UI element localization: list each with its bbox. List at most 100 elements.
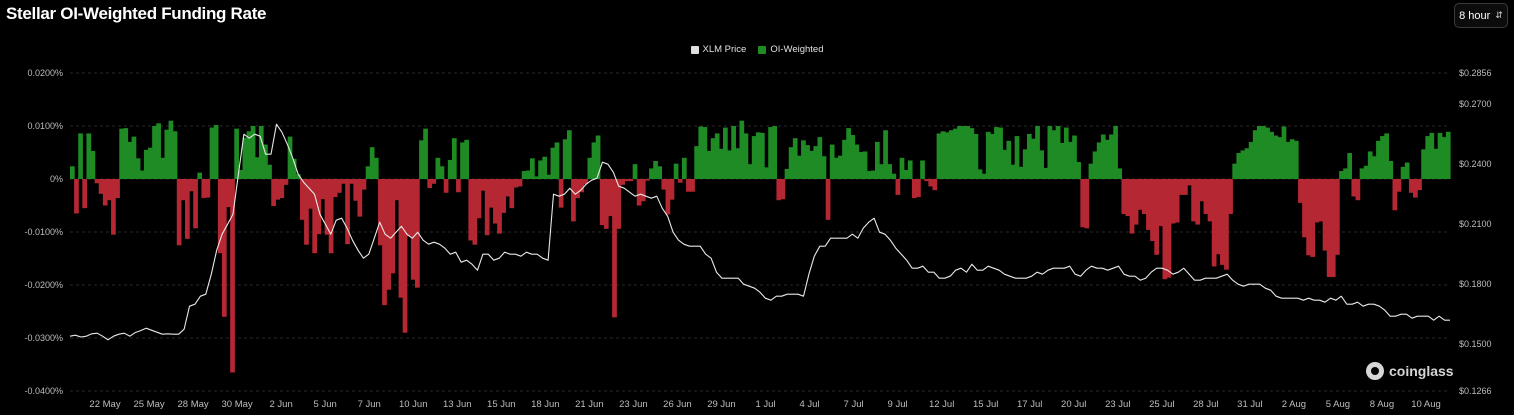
funding-bar-negative [1121, 179, 1127, 214]
funding-bar-positive [164, 129, 170, 179]
funding-bar-negative [378, 179, 383, 246]
x-tick-label: 28 Jul [1193, 399, 1218, 410]
funding-bar-negative [1335, 179, 1340, 255]
funding-bar-negative [1224, 179, 1229, 270]
funding-bar-positive [1109, 134, 1114, 179]
funding-bar-negative [780, 179, 786, 200]
funding-bar-negative [410, 179, 416, 280]
funding-bar-positive [213, 124, 219, 179]
funding-bar-positive [530, 158, 535, 179]
funding-bar-positive [1059, 142, 1065, 179]
funding-bar-negative [497, 179, 502, 234]
funding-bar-negative [1207, 179, 1213, 222]
funding-bar-positive [940, 131, 946, 179]
legend-item-xlm-price[interactable]: XLM Price [690, 44, 746, 55]
funding-bar-negative [185, 179, 190, 239]
funding-bar-positive [801, 140, 806, 179]
funding-bar-negative [1133, 179, 1139, 225]
funding-bar-positive [899, 157, 905, 179]
funding-bar-positive [1445, 131, 1451, 179]
funding-bar-positive [143, 149, 149, 179]
funding-bar-positive [1363, 165, 1369, 179]
funding-bar-positive [706, 150, 712, 179]
funding-bar-negative [690, 179, 695, 192]
funding-bar-positive [542, 156, 548, 179]
funding-bar-positive [718, 148, 724, 179]
funding-bar-negative [1351, 179, 1357, 197]
coinglass-logo-icon [1366, 362, 1384, 380]
funding-bar-positive [525, 170, 531, 179]
funding-bar-positive [1096, 142, 1102, 179]
funding-bar-negative [1298, 179, 1303, 203]
funding-bar-positive [254, 157, 260, 179]
funding-bar-positive [1269, 131, 1274, 179]
funding-bar-positive [862, 151, 868, 179]
funding-bar-negative [1330, 179, 1336, 278]
funding-bar-negative [361, 179, 367, 190]
funding-bar-positive [1421, 149, 1426, 179]
funding-bar-negative [106, 179, 112, 201]
funding-bar-negative [677, 179, 683, 183]
funding-bar-positive [747, 164, 753, 179]
funding-bar-negative [1314, 179, 1320, 223]
funding-bar-negative [176, 179, 182, 246]
x-tick-label: 7 Jun [358, 399, 381, 410]
funding-bar-positive [850, 135, 856, 179]
funding-bar-negative [493, 179, 498, 224]
funding-bar-positive [1105, 139, 1110, 179]
funding-bar-positive [131, 136, 137, 179]
funding-bar-positive [1043, 167, 1049, 179]
funding-bar-positive [90, 150, 96, 179]
funding-bar-positive [1006, 140, 1012, 179]
funding-bar-positive [267, 164, 272, 179]
funding-bar-positive [234, 128, 239, 179]
funding-bar-positive [714, 133, 720, 179]
funding-bar-positive [751, 136, 757, 179]
funding-bar-positive [981, 173, 987, 179]
funding-bar-positive [768, 127, 773, 179]
legend-item-oi-weighted[interactable]: OI-Weighted [758, 44, 823, 55]
funding-bar-negative [1302, 179, 1307, 238]
funding-bar-negative [1150, 179, 1155, 242]
funding-bar-positive [246, 131, 252, 179]
funding-bar-negative [1187, 179, 1192, 186]
funding-bar-positive [953, 128, 958, 179]
x-tick-label: 2 Jun [270, 399, 293, 410]
funding-bar-negative [932, 179, 938, 191]
x-tick-label: 29 Jun [707, 399, 736, 410]
funding-bar-positive [866, 171, 872, 179]
xlm-price-line [69, 123, 1450, 341]
funding-bar-positive [1433, 148, 1439, 179]
x-tick-label: 10 Jun [399, 399, 428, 410]
funding-bar-negative [217, 179, 223, 254]
x-tick-label: 2 Aug [1282, 399, 1306, 410]
funding-bar-positive [123, 128, 129, 179]
funding-bar-negative [427, 179, 433, 189]
x-tick-label: 10 Aug [1411, 399, 1441, 410]
funding-bar-positive [1240, 150, 1246, 179]
funding-bar-negative [1228, 179, 1233, 214]
interval-select[interactable]: 8 hour ⇵ [1454, 3, 1508, 28]
funding-bar-negative [665, 179, 671, 215]
x-tick-label: 17 Jul [1017, 399, 1042, 410]
funding-bar-negative [468, 179, 474, 241]
funding-bar-positive [1076, 162, 1081, 179]
funding-bar-positive [957, 126, 962, 179]
funding-bar-negative [205, 179, 211, 198]
x-tick-label: 5 Aug [1326, 399, 1350, 410]
funding-bar-positive [1404, 162, 1410, 179]
funding-bar-positive [1256, 126, 1262, 179]
funding-bar-negative [924, 179, 929, 182]
funding-bar-negative [1166, 179, 1172, 278]
y-left-tick-label: -0.0300% [24, 333, 63, 343]
funding-bar-positive [1035, 126, 1040, 179]
funding-bar-negative [916, 179, 921, 198]
funding-bar-positive [1384, 133, 1389, 179]
funding-bar-positive [833, 157, 839, 179]
y-left-tick-label: -0.0200% [24, 280, 63, 290]
funding-bar-positive [809, 150, 814, 179]
funding-bar-positive [591, 142, 597, 179]
funding-bar-positive [534, 176, 539, 179]
funding-bar-negative [320, 179, 326, 200]
